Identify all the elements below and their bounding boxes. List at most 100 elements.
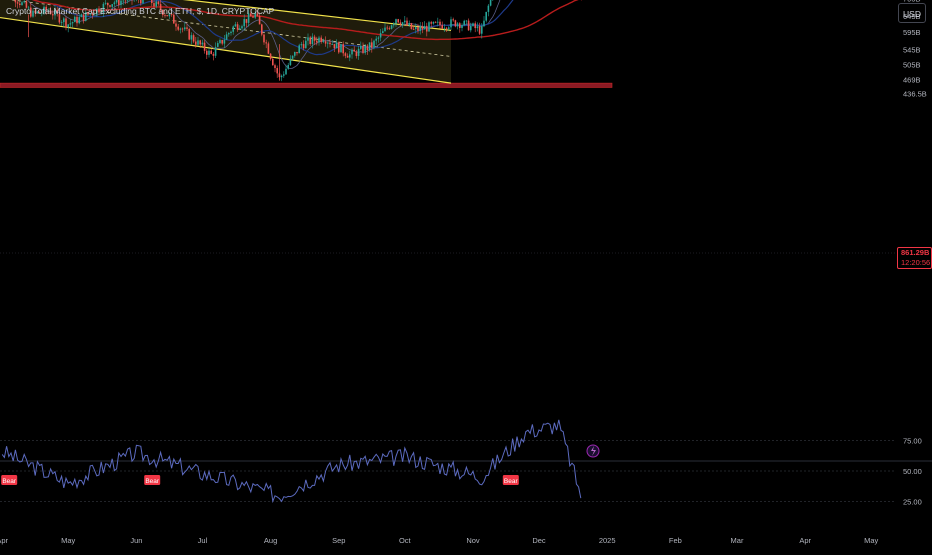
candle-body <box>426 25 428 32</box>
candle-body <box>384 27 386 32</box>
candle-body <box>485 11 487 21</box>
time-axis-label: Nov <box>466 536 480 545</box>
candle-body <box>298 45 300 54</box>
candle-body <box>16 2 19 4</box>
candle-body <box>263 34 265 43</box>
candle-body <box>126 0 129 1</box>
candle-body <box>243 19 245 27</box>
candle-body <box>289 58 292 65</box>
candle-body <box>322 41 325 43</box>
candle-body <box>313 36 316 41</box>
price-axis[interactable]: 1.8T1.6T1.4T1.3T1.18T1.06T980B900B765B70… <box>903 0 927 507</box>
price-axis-label: 505B <box>903 61 921 70</box>
candle-body <box>71 22 74 24</box>
candle-body <box>91 13 94 15</box>
candle-body <box>252 16 254 18</box>
candle-body <box>63 18 65 23</box>
candle-body <box>142 0 144 4</box>
candle-body <box>357 48 360 56</box>
candle-body <box>463 20 465 26</box>
candle-body <box>489 0 492 6</box>
candle-body <box>140 0 142 4</box>
price-axis-label: 645B <box>903 12 921 21</box>
candle-body <box>397 19 399 23</box>
candle-body <box>388 28 391 29</box>
candle-body <box>327 42 329 44</box>
candle-body <box>443 27 446 29</box>
candle-body <box>111 4 113 7</box>
candle-body <box>415 27 417 30</box>
candle-body <box>203 42 206 51</box>
candle-body <box>52 14 54 16</box>
candle-body <box>450 19 452 28</box>
currency-button[interactable]: USD <box>898 3 926 23</box>
rsi-layer: Bear Bear Bear <box>0 419 896 504</box>
candle-body <box>245 19 248 23</box>
candle-body <box>100 12 102 14</box>
time-axis[interactable]: Apr May Jun Jul Aug Sep Oct Nov Dec 2025 Feb Mar Apr… <box>0 536 879 545</box>
time-axis-label: Jul <box>198 536 208 545</box>
candle-body <box>58 13 61 23</box>
candle-body <box>459 23 461 29</box>
candle-body <box>250 13 252 17</box>
candle-body <box>335 42 338 49</box>
candle-body <box>98 8 100 13</box>
candle-body <box>360 45 362 49</box>
candle-body <box>23 1 25 3</box>
candle-body <box>206 50 208 55</box>
candle-body <box>377 37 380 39</box>
candle-body <box>102 3 105 13</box>
candle-body <box>272 59 274 66</box>
candle-body <box>234 24 237 27</box>
candle-body <box>14 0 17 3</box>
candle-body <box>434 21 437 23</box>
candle-body <box>168 14 171 17</box>
candle-body <box>166 15 168 17</box>
candle-body <box>395 19 397 24</box>
channel-fill <box>0 0 451 84</box>
candle-body <box>320 37 322 42</box>
candle-body <box>454 20 457 27</box>
candle-body <box>412 28 415 30</box>
candle-body <box>362 45 364 53</box>
candle-body <box>115 0 118 3</box>
candle-body <box>437 21 439 23</box>
candle-body <box>120 0 122 5</box>
rsi-line <box>1 419 582 504</box>
candle-body <box>177 26 179 30</box>
candle-body <box>258 15 261 25</box>
candle-body <box>342 44 344 54</box>
candle-body <box>49 10 52 15</box>
candle-body <box>368 42 371 51</box>
candle-body <box>43 6 45 13</box>
candle-body <box>285 68 287 75</box>
candle-body <box>190 35 193 40</box>
candle-body <box>478 26 481 34</box>
candle-body <box>419 26 421 31</box>
price-axis-label: 469B <box>903 75 921 84</box>
candle-body <box>346 55 349 58</box>
candle-body <box>186 27 188 29</box>
candle-body <box>197 40 199 45</box>
time-axis-label: Sep <box>332 536 345 545</box>
price-axis-label: 705B <box>903 0 921 3</box>
candle-body <box>309 37 311 45</box>
candle-body <box>208 50 210 55</box>
candle-body <box>27 7 30 9</box>
symbol-title[interactable]: Crypto Total Market Cap Excluding BTC an… <box>6 6 275 16</box>
time-axis-label: Feb <box>669 536 682 545</box>
time-axis-label: May <box>864 536 878 545</box>
event-marker[interactable] <box>586 444 600 458</box>
candle-body <box>423 25 426 30</box>
rsi-axis-label: 75.00 <box>903 437 922 446</box>
candle-body <box>401 22 404 25</box>
last-price-tag: 861.29B 12:20:56 <box>897 247 932 269</box>
candle-body <box>333 44 336 49</box>
candle-body <box>274 65 276 69</box>
candle-body <box>122 0 124 2</box>
candle-body <box>151 0 153 4</box>
candle-body <box>175 23 177 27</box>
price-axis-label: 436.5B <box>903 90 927 99</box>
